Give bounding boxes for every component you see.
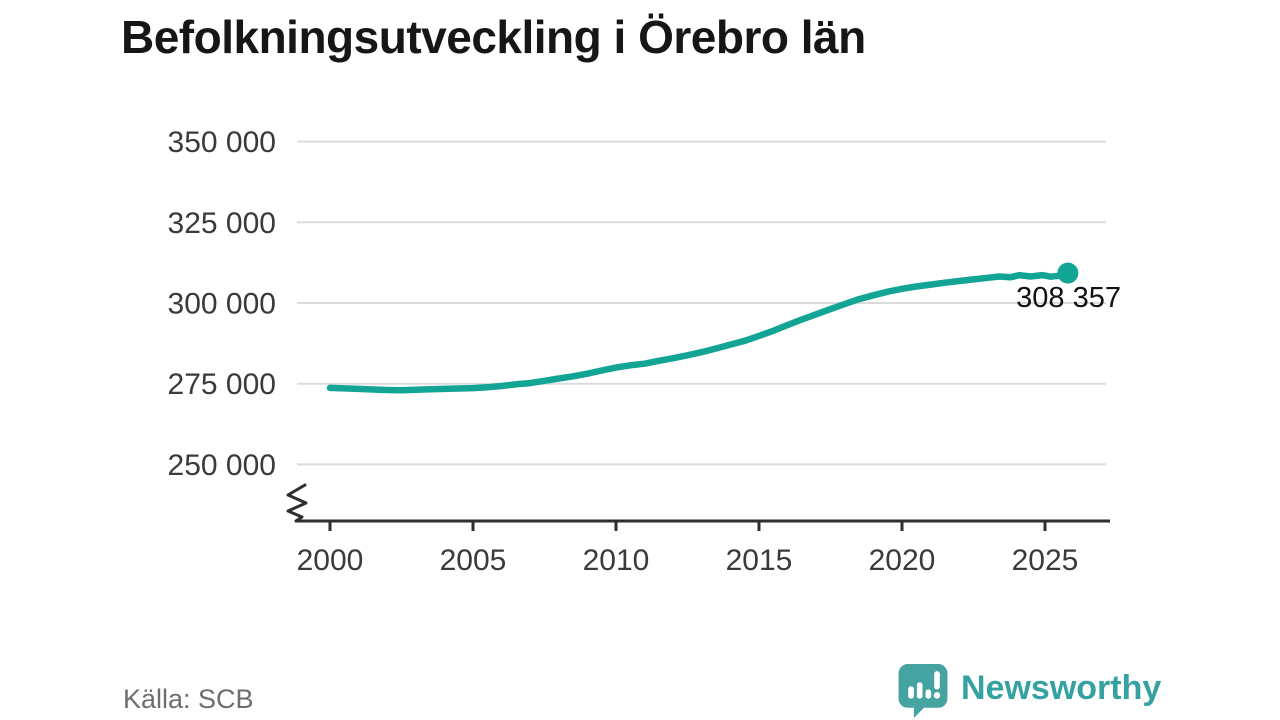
y-tick-label: 275 000 [168,368,276,401]
latest-value-label: 308 357 [1016,282,1121,314]
newsworthy-logo: Newsworthy [897,663,1161,719]
exclamation-icon [934,671,940,690]
x-tick-label: 2005 [440,544,507,577]
y-tick-label: 325 000 [168,207,276,240]
x-tick-label: 2015 [726,544,793,577]
x-tick-label: 2000 [297,544,364,577]
axis-break-icon [286,483,308,523]
population-line [326,271,1072,394]
newsworthy-logo-icon [898,664,948,718]
logo-bubble-shape [898,664,948,718]
x-tick-label: 2025 [1012,544,1079,577]
latest-point-marker [1057,262,1079,284]
source-label: Källa: SCB [123,684,254,714]
x-tick-label: 2020 [869,544,936,577]
newsworthy-wordmark: Newsworthy [961,669,1162,707]
y-tick-label: 300 000 [168,288,276,321]
bar-chart-icon [908,671,941,699]
y-tick-label: 350 000 [168,126,276,159]
y-tick-label: 250 000 [168,449,276,482]
page-title: Befolkningsutveckling i Örebro län [121,11,866,63]
x-tick-label: 2010 [583,544,650,577]
